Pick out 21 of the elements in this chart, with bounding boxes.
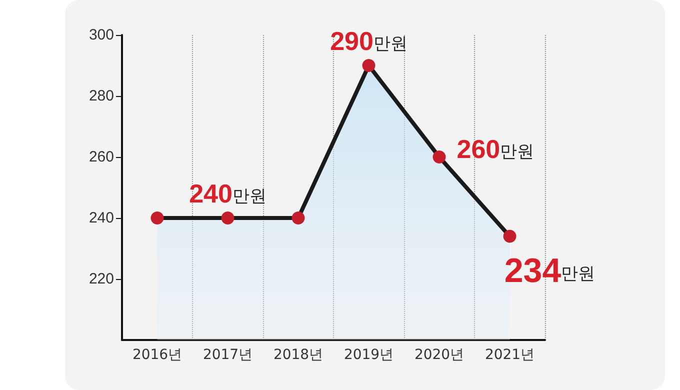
- x-tick-label: 2021년: [484, 347, 535, 363]
- x-tick-label: 2017년: [202, 347, 253, 363]
- y-tick-label: 240: [88, 210, 114, 226]
- data-label: 260만원: [456, 134, 534, 164]
- data-label: 240만원: [189, 178, 266, 208]
- point: [150, 212, 164, 224]
- x-tick-label: 2019년: [344, 347, 394, 363]
- point: [503, 230, 516, 243]
- y-tick-label: 220: [88, 270, 114, 288]
- point: [362, 59, 376, 72]
- y-tick-label: 260: [88, 148, 114, 166]
- point: [432, 150, 446, 164]
- x-tick-label: 2018년: [273, 347, 324, 363]
- y-tick-label: 300: [88, 26, 114, 44]
- x-tick-label: 2016년: [132, 347, 182, 363]
- point: [292, 212, 305, 224]
- y-tick-label: 280: [88, 88, 114, 104]
- point: [221, 212, 234, 224]
- data-label: 234만원: [504, 252, 596, 290]
- x-tick-label: 2020년: [414, 347, 464, 363]
- data-label: 290만원: [330, 26, 408, 56]
